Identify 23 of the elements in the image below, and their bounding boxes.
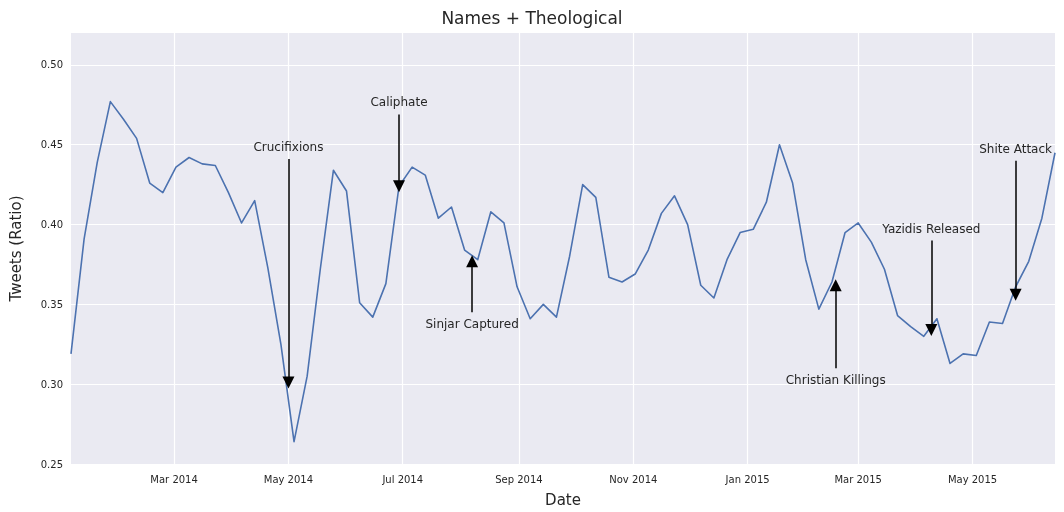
y-tick-label: 0.50: [40, 59, 63, 71]
annotation: Caliphate: [370, 95, 428, 110]
chart-title: Names + Theological: [441, 7, 623, 28]
x-tick-label: Mar 2015: [834, 473, 882, 485]
x-tick-label: May 2015: [947, 473, 998, 485]
x-tick-label: Jan 2015: [724, 473, 770, 485]
annotation: Crucifixions: [253, 140, 324, 155]
y-tick-label: 0.45: [40, 139, 63, 151]
annotation: Yazidis Released: [881, 221, 981, 236]
x-tick-label: Nov 2014: [609, 473, 658, 485]
x-axis-title: Date: [545, 490, 581, 509]
y-axis-title: Tweets (Ratio): [6, 195, 25, 303]
x-tick-label: Jul 2014: [381, 473, 424, 485]
y-tick-label: 0.35: [40, 298, 63, 310]
y-tick-label: 0.40: [40, 219, 63, 231]
annotation: Sinjar Captured: [425, 317, 519, 332]
y-tick-label: 0.25: [40, 458, 63, 470]
annotation: Christian Killings: [785, 373, 886, 388]
annotation: Shite Attack: [979, 141, 1053, 156]
x-tick-label: Mar 2014: [150, 473, 198, 485]
x-tick-label: Sep 2014: [495, 473, 543, 485]
x-tick-label: May 2014: [263, 473, 314, 485]
y-tick-label: 0.30: [40, 378, 63, 390]
